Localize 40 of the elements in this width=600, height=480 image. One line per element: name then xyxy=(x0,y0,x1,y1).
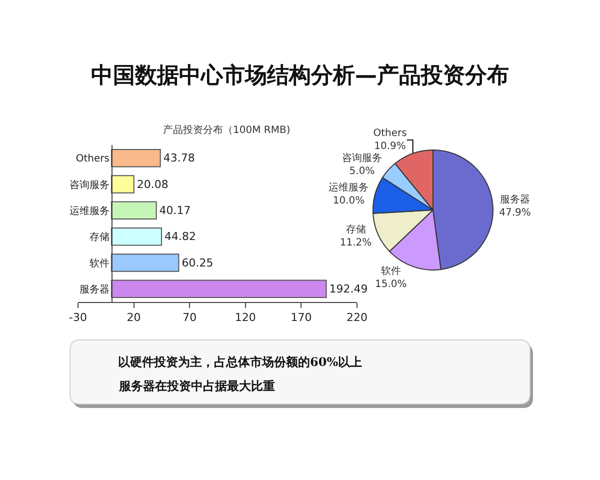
text: 以硬件投资为主，占总体市场份额的60%以上 xyxy=(118,355,362,369)
bar xyxy=(110,254,180,272)
bar xyxy=(110,201,157,220)
x-tick-label: 70 xyxy=(182,311,197,324)
slice-label: Others xyxy=(373,128,407,139)
y-tick-label: 服务器 xyxy=(79,283,110,296)
data-label: 15.0% xyxy=(375,279,407,290)
slice-label: 咨询服务 xyxy=(342,152,382,164)
data-label: 43.78 xyxy=(163,152,195,165)
y-tick-label: 存储 xyxy=(89,231,110,244)
slice-label: 软件 xyxy=(380,265,401,278)
bar xyxy=(110,227,162,246)
chart-title: 中国数据中心市场结构分析—产品投资分布 xyxy=(91,62,509,89)
bar xyxy=(110,148,161,168)
x-tick-label: 120 xyxy=(234,311,256,324)
x-tick-label: 220 xyxy=(346,311,368,324)
data-label: 10.9% xyxy=(374,140,406,152)
y-tick-label: 软件 xyxy=(89,257,110,270)
data-label: 60.25 xyxy=(182,256,214,270)
slice-label: 运维服务 xyxy=(328,181,369,194)
y-tick-label: Others xyxy=(76,154,110,165)
chart-subtitle: 产品投资分布（100M RMB) xyxy=(163,124,290,136)
slice-label: 服务器 xyxy=(500,193,530,206)
data-label: 47.9% xyxy=(499,207,531,218)
data-label: 11.2% xyxy=(340,237,372,248)
data-label: 5.0% xyxy=(349,166,375,177)
bar xyxy=(110,175,134,194)
x-tick-label: -30 xyxy=(69,311,87,324)
bar xyxy=(110,280,327,298)
data-label: 10.0% xyxy=(332,195,365,206)
data-label: 20.08 xyxy=(136,178,168,191)
y-tick-label: 咨询服务 xyxy=(69,178,110,191)
y-tick-label: 运维服务 xyxy=(69,204,110,217)
x-tick-label: 20 xyxy=(126,311,141,324)
text: 服务器在投资中占据最大比重 xyxy=(118,379,275,393)
data-label: 44.82 xyxy=(164,230,196,244)
data-label: 40.17 xyxy=(159,204,191,217)
slice-label: 存储 xyxy=(346,223,366,236)
data-label: 192.49 xyxy=(329,282,368,296)
x-tick-label: 170 xyxy=(290,311,312,324)
